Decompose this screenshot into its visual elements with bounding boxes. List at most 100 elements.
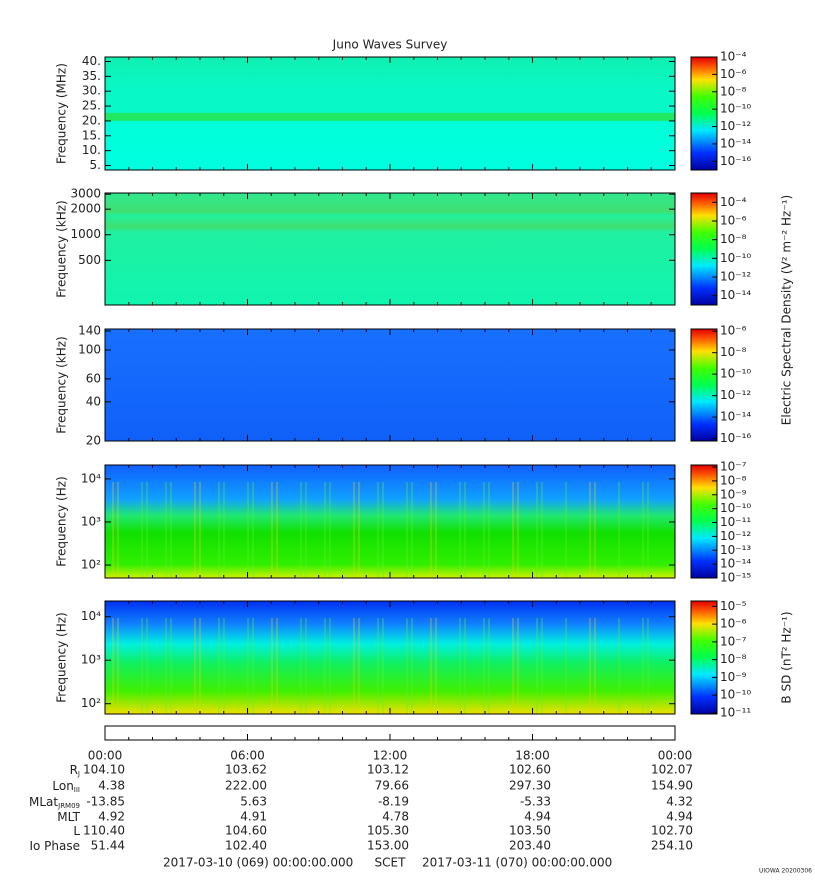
ephemeris-value: 102.40: [225, 839, 267, 853]
y-tick-label: 500: [78, 253, 101, 267]
colorbar-tick-label: 10⁻¹⁴: [720, 410, 751, 424]
y-tick-label: 100: [78, 343, 101, 357]
colorbar-tick-label: 10⁻⁵: [720, 599, 747, 613]
ephemeris-label: MLatJRM09: [29, 795, 80, 811]
ephemeris-value: -5.33: [520, 795, 551, 809]
y-tick-label: 2000: [70, 202, 101, 216]
y-tick-label: 30.: [82, 84, 101, 98]
colorbar-tick-label: 10⁻¹⁵: [720, 571, 751, 585]
footer-start: 2017-03-10 (069) 00:00:00.000: [163, 856, 353, 870]
chart-title: Juno Waves Survey: [332, 38, 448, 52]
ephemeris-value: 102.70: [651, 824, 693, 838]
ephemeris-sub: JRM09: [57, 802, 80, 810]
y-tick-label: 10⁴: [81, 471, 101, 485]
y-tick-label: 140: [78, 323, 101, 337]
colorbar-tick-label: 10⁻⁶: [720, 617, 747, 631]
y-tick-label: 25.: [82, 99, 101, 113]
y-tick-label: 60: [86, 371, 101, 385]
colorbar-tick-label: 10⁻¹⁰: [720, 367, 751, 381]
credit: UIOWA 20200306: [759, 868, 812, 875]
colorbar: [690, 192, 718, 306]
y-axis-label: Frequency (kHz): [55, 200, 69, 297]
ephemeris-value: 4.92: [98, 810, 125, 824]
ephemeris-value: -13.85: [86, 795, 125, 809]
colorbar-tick-label: 10⁻¹⁴: [720, 557, 751, 571]
ephemeris-value: 104.60: [225, 824, 267, 838]
colorbar-tick-label: 10⁻⁷: [720, 460, 747, 474]
x-tick-label: 18:00: [515, 749, 550, 763]
ephemeris-name: L: [73, 824, 80, 838]
y-axis-label: Frequency (Hz): [55, 476, 69, 567]
ephemeris-value: 4.38: [98, 779, 125, 793]
y-tick-label: 1000: [70, 227, 101, 241]
y-tick-label: 5.: [90, 158, 101, 172]
colorbar-tick-label: 10⁻⁸: [720, 84, 747, 98]
colorbar-label: B SD (nT² Hz⁻¹): [780, 611, 794, 703]
colorbar-tick-label: 10⁻⁸: [720, 232, 747, 246]
y-tick-label: 3000: [70, 187, 101, 201]
y-tick-label: 20: [86, 434, 101, 448]
colorbar-tick-label: 10⁻¹²: [720, 270, 751, 284]
ephemeris-label: MLT: [57, 810, 80, 824]
ephemeris-name: R: [70, 763, 78, 777]
colorbar-tick-label: 10⁻⁶: [720, 214, 747, 228]
ephemeris-sub: J: [77, 770, 80, 778]
colorbar-tick-label: 10⁻⁸: [720, 345, 747, 359]
footer-end: 2017-03-11 (070) 00:00:00.000: [422, 856, 612, 870]
ephemeris-name: MLat: [29, 795, 58, 809]
ephemeris-value: 51.44: [91, 839, 125, 853]
colorbar-tick-label: 10⁻¹⁰: [720, 251, 751, 265]
y-tick-label: 35.: [82, 69, 101, 83]
colorbar-tick-label: 10⁻¹⁰: [720, 688, 751, 702]
ephemeris-name: Lon: [52, 779, 73, 793]
y-tick-label: 10⁴: [81, 609, 101, 623]
ephemeris-value: 5.63: [240, 795, 267, 809]
colorbar: [690, 328, 718, 442]
y-tick-label: 10³: [81, 653, 101, 667]
colorbar-tick-label: 10⁻¹⁴: [720, 288, 751, 302]
colorbar-tick-label: 10⁻¹²: [720, 388, 751, 402]
y-tick-label: 40.: [82, 54, 101, 68]
colorbar-tick-label: 10⁻⁸: [720, 473, 747, 487]
ephemeris-value: 4.94: [666, 810, 693, 824]
ephemeris-value: 4.78: [382, 810, 409, 824]
ephemeris-value: 110.40: [83, 824, 125, 838]
ephemeris-value: 297.30: [509, 779, 551, 793]
ephemeris-value: 153.00: [367, 839, 409, 853]
ephemeris-value: 79.66: [375, 779, 409, 793]
ephemeris-label: LonIII: [52, 779, 80, 795]
colorbar: [690, 464, 718, 579]
y-tick-label: 10.: [82, 143, 101, 157]
colorbar-label: Electric Spectral Density (V² m⁻² Hz⁻¹): [780, 195, 794, 425]
colorbar-tick-label: 10⁻⁶: [720, 324, 747, 338]
ephemeris-value: 4.94: [524, 810, 551, 824]
colorbar-tick-label: 10⁻⁹: [720, 670, 747, 684]
colorbar-tick-label: 10⁻¹²: [720, 119, 751, 133]
colorbar-tick-label: 10⁻¹¹: [720, 515, 751, 529]
ephemeris-value: 4.32: [666, 795, 693, 809]
ephemeris-value: 103.62: [225, 763, 267, 777]
colorbar-tick-label: 10⁻¹¹: [720, 705, 751, 719]
colorbar-tick-label: 10⁻⁶: [720, 67, 747, 81]
y-axis-label: Frequency (MHz): [55, 63, 69, 164]
x-tick-label: 00:00: [658, 749, 693, 763]
ephemeris-value: 222.00: [225, 779, 267, 793]
x-tick-label: 06:00: [230, 749, 265, 763]
ephemeris-label: RJ: [70, 763, 80, 779]
ephemeris-value: 102.60: [509, 763, 551, 777]
y-tick-label: 20.: [82, 113, 101, 127]
ephemeris-value: 103.50: [509, 824, 551, 838]
ephemeris-name: MLT: [57, 810, 80, 824]
colorbar-tick-label: 10⁻¹³: [720, 543, 751, 557]
colorbar-tick-label: 10⁻⁹: [720, 487, 747, 501]
ephemeris-value: 104.10: [83, 763, 125, 777]
colorbar-tick-label: 10⁻¹⁶: [720, 431, 751, 445]
y-tick-label: 10²: [81, 696, 101, 710]
colorbar-tick-label: 10⁻⁴: [720, 50, 747, 64]
ephemeris-value: 203.40: [509, 839, 551, 853]
colorbar-tick-label: 10⁻¹⁰: [720, 501, 751, 515]
ephemeris-value: 154.90: [651, 779, 693, 793]
colorbar-tick-label: 10⁻¹²: [720, 529, 751, 543]
ephemeris-value: 103.12: [367, 763, 409, 777]
ephemeris-value: 4.91: [240, 810, 267, 824]
